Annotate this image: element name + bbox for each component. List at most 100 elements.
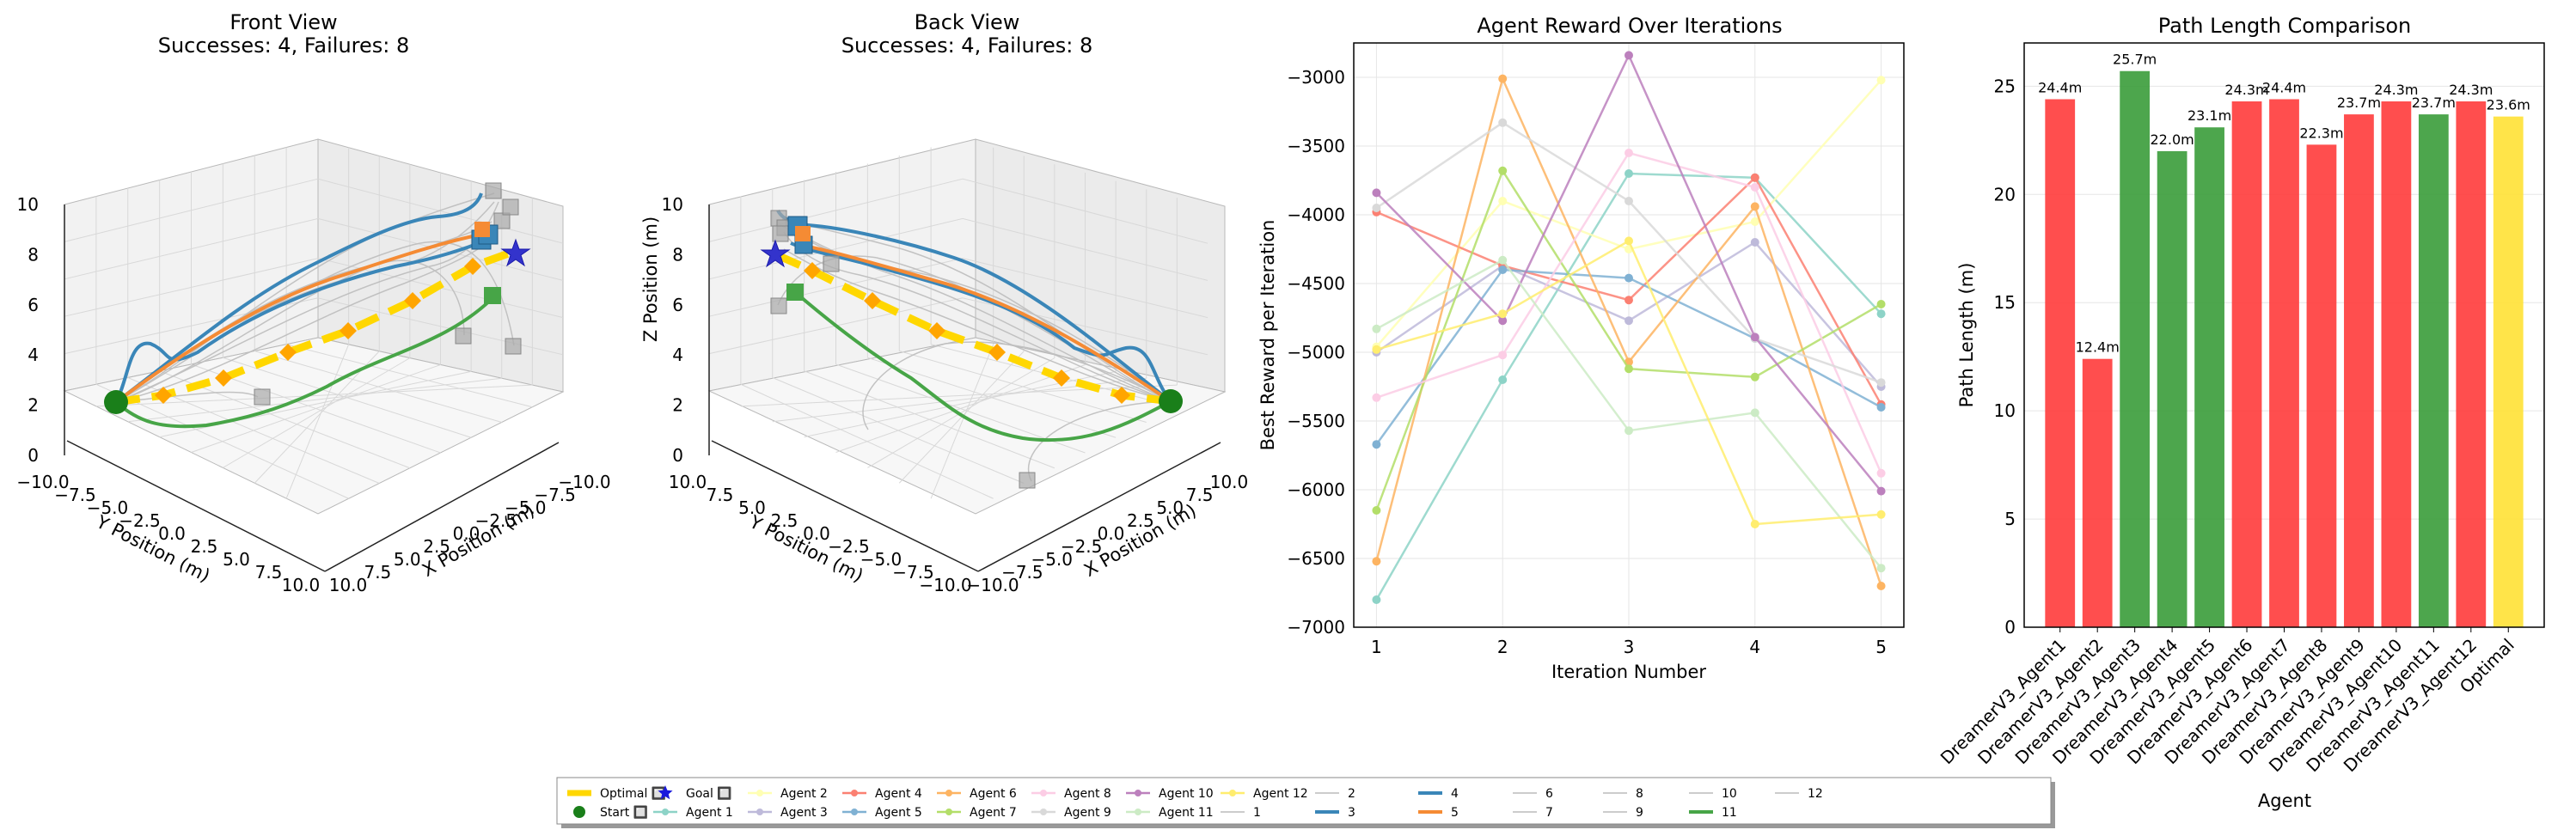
gridline [317,297,564,356]
data-point [1750,202,1759,211]
bar-value-label: 12.4m [2076,339,2120,356]
series-12 [1372,236,1886,528]
data-point [1625,197,1633,205]
data-point [1625,169,1633,178]
figure-legend: Optimal 🔲 Start 🔲 Goal 🔲 Agent 1 Agent 2 Agen… [556,777,2055,828]
legend-label: Start 🔲 [600,805,648,820]
x-tick-label: −5.0 [1031,549,1073,570]
gridline [285,344,350,499]
y-tick-label: 2.5 [771,510,798,531]
legend-item: Agent 3 [748,806,828,820]
data-point [1625,149,1633,157]
trajectory-3 [790,241,1172,403]
gridline [191,364,441,453]
legend-label: Optimal 🔲 [600,786,666,801]
y-tick-label: −3000 [1287,67,1345,88]
waypoint-marker [1113,387,1130,404]
end-marker [770,297,787,314]
end-marker [772,225,789,242]
data-point [1498,197,1508,205]
series-8 [1372,149,1886,478]
legend-item: Optimal 🔲 [567,786,666,801]
legend-label: 7 [1545,806,1553,820]
legend-label: Goal 🔲 [686,786,732,801]
bar-value-label: 24.3m [2374,82,2418,98]
waypoint-marker [279,344,297,361]
x-tick-label: 5 [1875,637,1887,657]
legend-box [556,777,2052,825]
end-marker-green [786,284,804,301]
end-marker [455,327,472,345]
reward-y-axis-label: Best Reward per Iteration [1257,220,1278,451]
legend-swatch-dot [1135,790,1141,796]
end-marker [485,182,502,199]
reward-chart-title: Agent Reward Over Iterations [1477,14,1782,38]
legend-item: Start 🔲 [573,805,648,820]
legend-label: 12 [1808,787,1823,801]
legend-label: 5 [1451,806,1459,820]
front-view-subtitle: Successes: 4, Failures: 8 [158,34,410,58]
trajectory-9 [1027,400,1172,482]
x-tick-label: −5.0 [505,497,547,518]
data-point [1876,378,1886,387]
floor-pane [63,337,565,515]
gridline [708,217,964,280]
y-tick-label: −7.5 [54,485,96,505]
legend-item: Agent 5 [842,806,922,820]
gridline [95,384,533,407]
y-tick-label: −6000 [1287,479,1345,500]
legend-item: Agent 4 [842,787,922,801]
data-point [1876,403,1886,412]
data-point [1876,76,1886,85]
y-tick-label: −5000 [1287,342,1345,363]
end-marker [502,198,519,216]
y-tick-label: 7.5 [255,562,283,583]
gridline [317,217,564,281]
data-point [1498,118,1508,127]
data-point [1372,324,1381,333]
bar-value-label: 25.7m [2113,52,2157,68]
y-tick-label: −10.0 [16,472,69,492]
y-tick-label: 5.0 [223,549,250,570]
legend-item: 5 [1418,806,1459,820]
data-point [1750,333,1759,342]
waypoint-marker [1053,369,1070,387]
data-point [1372,393,1381,402]
legend-label: Agent 1 [686,806,733,820]
bar [2381,101,2412,627]
x-axis-line [324,442,560,572]
bar-value-label: 23.1m [2187,107,2231,124]
legend-item: Agent 10 [1126,787,1214,801]
legend-label: 10 [1722,787,1737,801]
z-tick-label: 0 [28,445,39,466]
data-point [1876,510,1886,519]
y-axis-line [66,440,326,572]
gridline [64,217,319,280]
x-tick-label: 5.0 [394,549,421,570]
z-tick-label: 8 [28,244,39,265]
data-point [1876,309,1886,319]
start-marker [1159,389,1183,413]
legend-swatch [573,806,585,818]
data-point [1876,564,1886,573]
waypoint-marker [464,258,481,275]
legend-swatch-dot [1135,809,1141,815]
data-point [1750,372,1759,381]
y-tick-label: 15 [1994,292,2016,313]
front-view-title: Front View [229,10,337,34]
bar-y-axis-label: Path Length (m) [1956,263,1977,408]
legend-label: Agent 12 [1253,787,1308,801]
data-point [1498,74,1508,83]
legend-swatch-dot [1229,790,1236,796]
data-point [1625,236,1633,246]
trajectory-8 [862,341,1172,430]
y-tick-label: −7.5 [892,562,934,583]
legend-label: Agent 10 [1159,787,1214,801]
data-point [1876,582,1886,590]
data-point [1625,316,1633,326]
waypoint-marker [215,369,232,387]
y-tick-label: −3500 [1287,136,1345,156]
legend-item: 9 [1603,806,1643,820]
data-point [1876,486,1886,496]
bar [2231,101,2262,627]
